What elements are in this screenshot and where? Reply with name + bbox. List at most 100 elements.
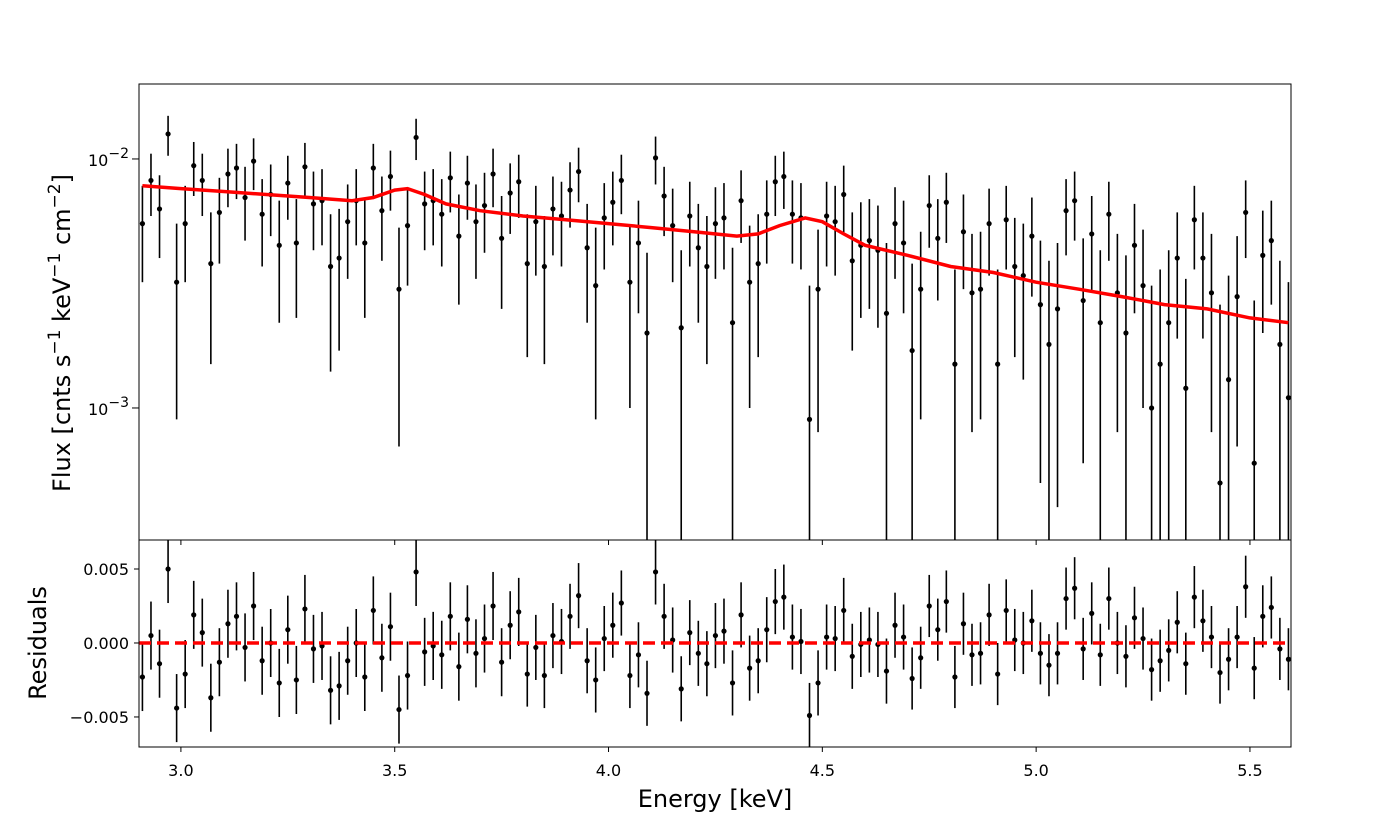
data-point <box>969 290 975 296</box>
residual-point <box>687 630 693 636</box>
residual-point <box>789 634 795 640</box>
residual-point <box>841 607 847 614</box>
residual-point <box>191 612 197 618</box>
data-point <box>345 219 351 225</box>
data-point <box>1225 377 1232 383</box>
residual-point <box>1123 653 1129 659</box>
residual-point <box>439 652 445 658</box>
residual-point <box>1260 613 1266 619</box>
data-point <box>1140 283 1146 289</box>
y-tick-label: −0.005 <box>70 708 129 727</box>
data-point <box>1089 231 1095 237</box>
data-point <box>610 199 616 205</box>
residual-point <box>883 668 890 674</box>
data-point <box>447 175 453 181</box>
x-tick-label: 3.0 <box>168 761 193 780</box>
residual-point <box>302 606 308 612</box>
data-point <box>747 279 753 285</box>
residual-frame <box>138 539 1292 748</box>
residual-point <box>422 649 428 655</box>
data-point <box>1234 294 1240 300</box>
data-point <box>379 208 385 214</box>
residual-point <box>635 652 642 658</box>
residual-point <box>310 646 317 652</box>
residual-point <box>1183 661 1189 667</box>
model-line <box>142 184 1289 325</box>
residual-point <box>276 680 282 686</box>
residual-point <box>584 658 590 664</box>
residual-point <box>986 612 992 618</box>
residual-point <box>259 658 265 664</box>
residual-point <box>1285 656 1291 662</box>
residual-point <box>1106 595 1112 602</box>
data-point <box>174 279 180 285</box>
data-point <box>1106 211 1112 217</box>
residual-point <box>729 680 736 686</box>
data-point <box>567 187 573 193</box>
data-point <box>422 201 428 207</box>
residual-point <box>849 653 855 659</box>
data-point <box>550 206 556 212</box>
residual-point <box>1097 652 1103 658</box>
y-tick-label: 10−3 <box>88 395 129 419</box>
data-point <box>1123 330 1129 336</box>
y-tick-label: 10−2 <box>88 146 129 170</box>
data-point <box>156 206 163 212</box>
data-point <box>678 325 684 331</box>
residual-point <box>516 609 522 615</box>
data-point <box>1268 238 1274 244</box>
y-tick-label: 0.000 <box>83 634 129 653</box>
data-point <box>242 194 248 201</box>
data-point <box>712 221 719 227</box>
data-point <box>481 202 488 209</box>
data-point <box>1148 405 1155 411</box>
residual-point <box>969 652 975 658</box>
label-text: ] <box>48 174 76 183</box>
x-tick-label: 4.0 <box>596 761 621 780</box>
residual-point <box>524 671 530 677</box>
residual-point <box>764 627 770 633</box>
data-point <box>139 221 146 227</box>
residual-point <box>832 635 838 642</box>
data-point <box>841 191 847 198</box>
data-point <box>541 263 547 270</box>
data-point <box>1157 361 1163 367</box>
residual-plot <box>139 540 1291 747</box>
data-point <box>396 286 402 292</box>
residual-point <box>387 624 394 630</box>
residual-point <box>627 672 633 679</box>
label-text: cm <box>48 208 76 252</box>
data-point <box>1054 306 1061 312</box>
residual-point <box>644 690 650 696</box>
tick-base: 10 <box>88 400 108 419</box>
data-point <box>721 215 727 221</box>
residual-point <box>593 677 599 683</box>
data-point <box>490 171 496 177</box>
data-point <box>652 155 659 161</box>
data-point <box>1251 460 1257 466</box>
residual-point <box>935 627 941 633</box>
residual-point <box>755 658 761 664</box>
data-point <box>789 211 795 217</box>
data-point <box>935 235 941 241</box>
data-point <box>1037 302 1044 308</box>
data-point <box>285 180 291 186</box>
data-point <box>456 233 462 239</box>
data-point <box>336 255 342 261</box>
data-point <box>1131 242 1138 248</box>
residual-point <box>174 705 180 711</box>
residual-point <box>1200 618 1206 624</box>
residual-point <box>1148 667 1155 673</box>
residual-point <box>199 630 205 636</box>
data-point <box>738 198 744 204</box>
residual-point <box>1140 635 1146 642</box>
data-point <box>627 279 633 285</box>
data-point <box>943 199 949 205</box>
residual-point <box>678 686 684 692</box>
residual-point <box>1225 656 1232 662</box>
data-point <box>327 263 334 270</box>
data-point <box>866 238 872 244</box>
data-point <box>148 177 154 184</box>
residual-point <box>550 632 556 639</box>
data-point <box>1217 480 1223 486</box>
